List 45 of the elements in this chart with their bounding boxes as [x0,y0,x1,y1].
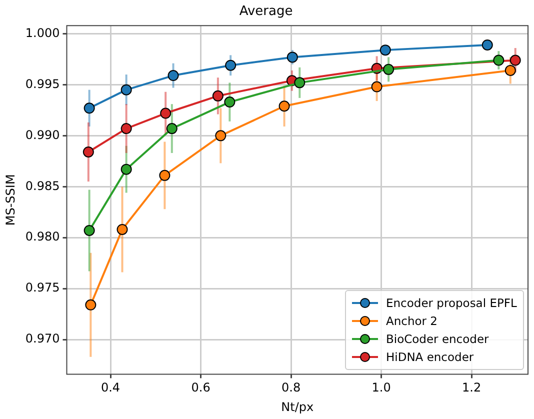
point [159,170,170,181]
legend-label: Anchor 2 [386,314,438,328]
point [120,123,132,134]
point [160,108,172,119]
point [504,64,516,76]
y-tick-label: 0.995 [25,76,60,91]
point [120,84,132,96]
y-tick-label: 0.980 [25,230,60,244]
chart-title: Average [239,4,293,20]
legend-label: BioCoder encoder [386,332,489,346]
legend-label: Encoder proposal EPFL [386,296,517,310]
point [84,224,95,236]
y-axis-title: MS-SSIM [3,174,18,226]
point [493,54,504,66]
point [82,146,94,158]
point [225,60,236,71]
x-tick-label: 0.8 [282,380,301,395]
point [215,130,226,142]
point [510,54,521,66]
point [224,96,236,108]
y-tick-label: 1.000 [25,26,60,40]
point [120,164,132,175]
y-tick-label: 0.985 [25,178,60,193]
y-tick-label: 0.975 [25,280,60,295]
point [286,52,298,63]
point [212,90,224,102]
y-tick-label: 0.990 [25,128,60,142]
x-tick-label: 0.4 [100,380,120,395]
point [85,299,96,310]
point [294,77,306,88]
point [84,102,95,114]
point [380,44,391,56]
y-tick-label: 0.970 [25,332,60,346]
point [371,81,382,92]
point [482,39,493,50]
point [278,100,290,112]
x-tick-label: 1.2 [462,380,482,395]
point [116,224,128,235]
x-tick-label: 1.0 [372,380,391,395]
x-tick-label: 0.6 [191,380,210,395]
point [166,123,178,134]
point [383,64,394,75]
legend-label: HiDNA encoder [386,350,474,364]
x-axis-title: Nt/px [281,400,314,414]
point [168,70,179,82]
